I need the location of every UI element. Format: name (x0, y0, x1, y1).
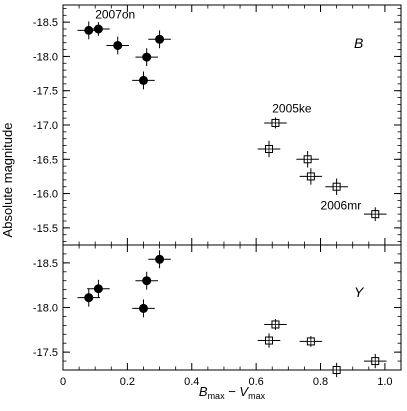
panel-y-letter: Y (354, 284, 365, 300)
x-axis-title: Bmax − Vmax (199, 384, 266, 401)
data-point-filled (93, 24, 103, 34)
y-tick-label: -18.5 (33, 17, 58, 29)
panel-b-letter: B (354, 35, 363, 51)
x-tick-label: 0 (60, 376, 66, 388)
y-tick-label: -18.0 (33, 51, 58, 63)
data-point-filled (142, 52, 152, 62)
y-tick-label: -15.5 (33, 223, 58, 235)
y-tick-label: -18.5 (33, 258, 58, 270)
x-axis-title-b: B (199, 384, 208, 399)
annotation-label: 2005ke (272, 102, 312, 116)
data-point-filled (138, 75, 148, 85)
data-point-filled (84, 25, 94, 35)
data-point-filled (142, 276, 152, 286)
x-tick-label: 0.8 (313, 376, 328, 388)
panel-b-band: -18.5 -18.0 -17.5 -17.0 -16.5 -16.0 -15.5 B 2007… (33, 4, 402, 246)
annotation-label: 2006mr (321, 198, 362, 212)
x-axis-title-minus: − (225, 384, 240, 399)
data-point-filled (93, 284, 103, 294)
data-point-filled (155, 254, 165, 264)
y-tick-label: -16.5 (33, 154, 58, 166)
data-point-filled (84, 293, 94, 303)
x-tick-label: 0.4 (184, 376, 199, 388)
x-axis-title-v-sub: max (248, 391, 266, 401)
x-tick-label: 0.6 (248, 376, 263, 388)
annotation-label: 2007on (95, 8, 135, 22)
data-point-filled (113, 40, 123, 50)
data-point-filled (138, 303, 148, 313)
y-tick-label: -17.0 (33, 120, 58, 132)
panel-y-frame (62, 244, 402, 371)
data-point-filled (155, 34, 165, 44)
y-tick-label: -17.5 (33, 347, 58, 359)
x-tick-label: 1.0 (377, 376, 392, 388)
y-tick-label: -18.0 (33, 303, 58, 315)
y-tick-label: -16.0 (33, 189, 58, 201)
x-tick-label: 0.2 (120, 376, 135, 388)
x-axis-title-b-sub: max (208, 391, 226, 401)
x-axis-title-v: V (239, 384, 249, 399)
y-axis-title: Absolute magnitude (0, 123, 15, 238)
panel-y-band: -18.5 -18.0 -17.5 0 0.2 0.4 0.6 0.8 1.0 Y (33, 244, 402, 388)
y-tick-label: -17.5 (33, 86, 58, 98)
